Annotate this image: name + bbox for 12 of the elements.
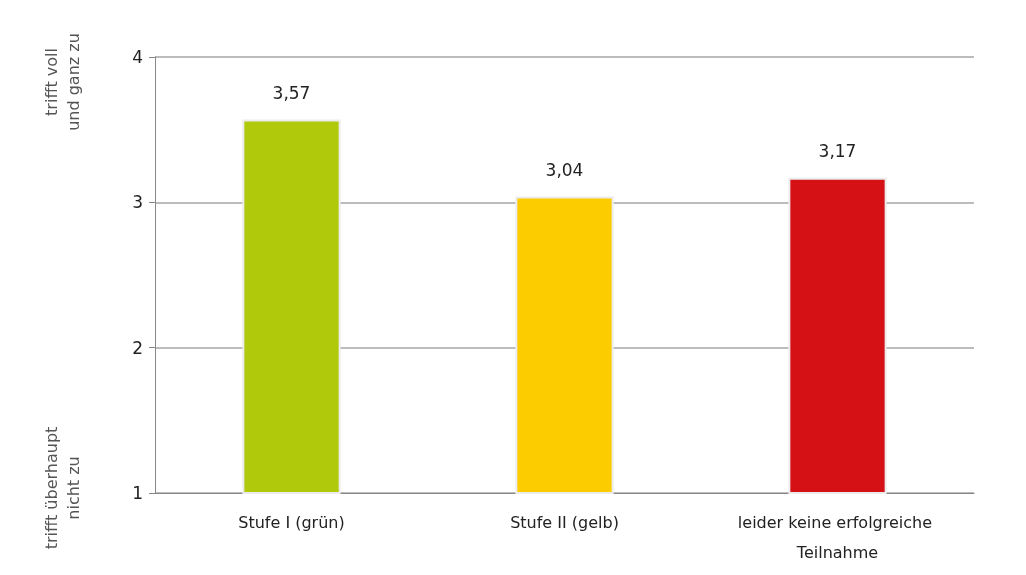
x-tick-label: Stufe II (gelb) bbox=[510, 512, 619, 532]
x-tick-label: Stufe I (grün) bbox=[238, 512, 345, 532]
data-label: 3,17 bbox=[818, 141, 857, 162]
y-tick-label: 2 bbox=[132, 337, 143, 358]
text: trifft überhaupt nicht zu bbox=[41, 426, 83, 550]
x-tick-label: leider keine erfolgreiche Teilnahme bbox=[737, 512, 938, 562]
y-tick-label: 4 bbox=[132, 47, 143, 67]
data-label: 3,04 bbox=[545, 160, 584, 181]
data-label: 3,57 bbox=[272, 82, 311, 103]
y-tick-label: 3 bbox=[132, 192, 143, 213]
y-tick-label: 1 bbox=[132, 483, 143, 503]
text: trifft voll und ganz zu bbox=[41, 33, 83, 131]
